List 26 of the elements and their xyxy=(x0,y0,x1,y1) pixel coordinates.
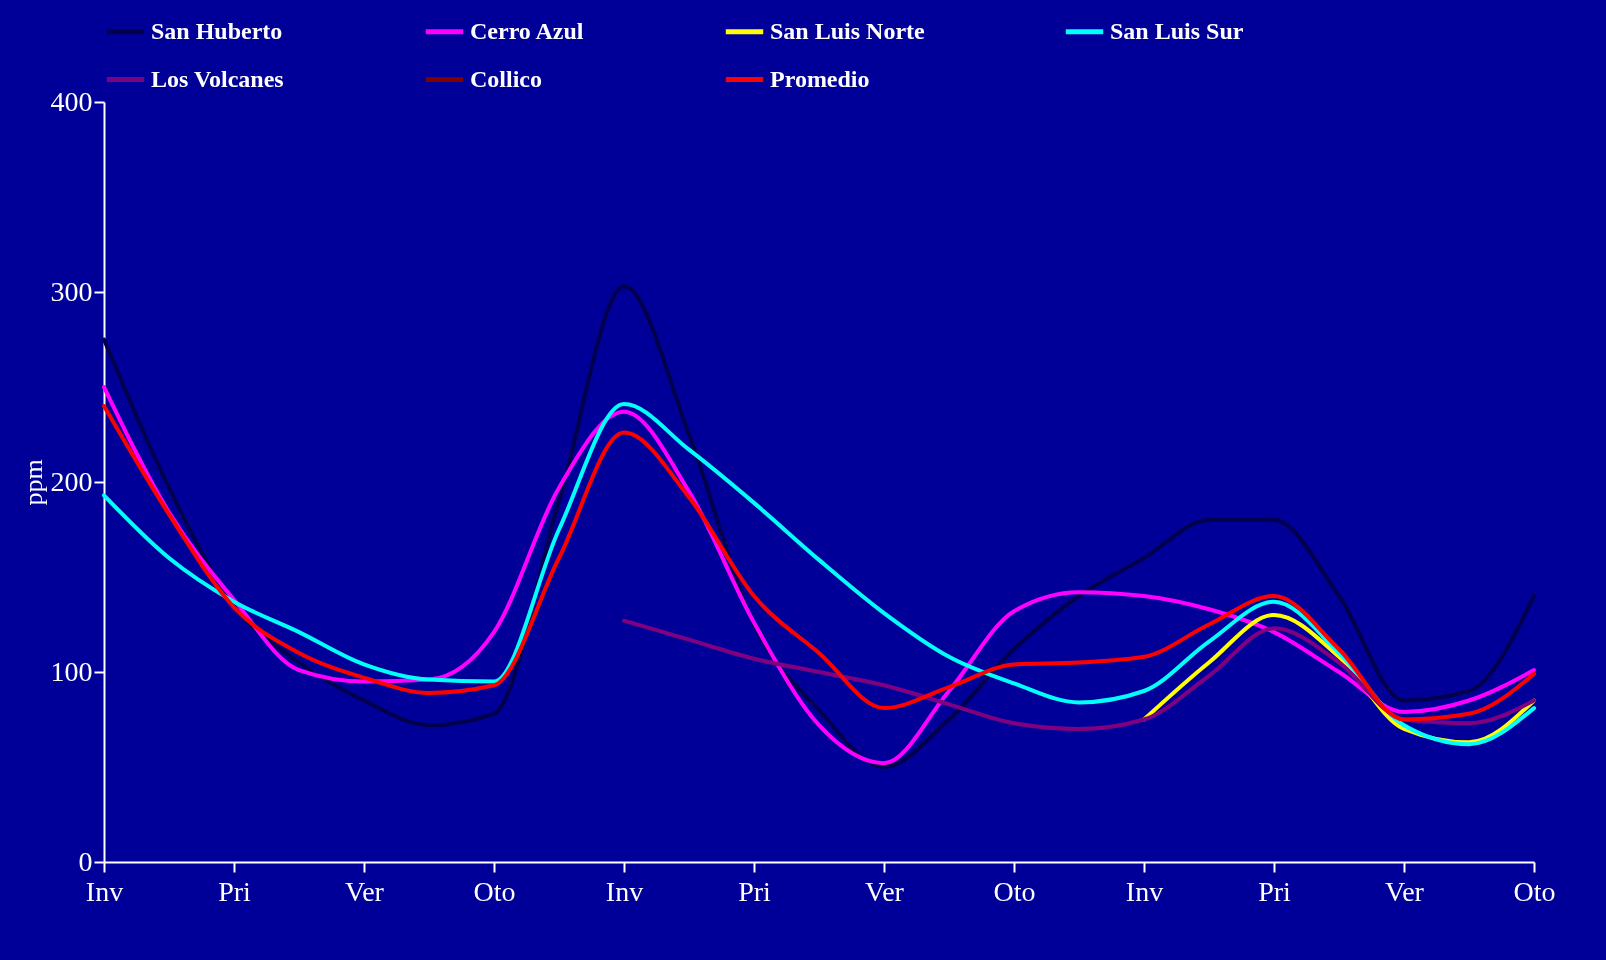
y-tick-label: 100 xyxy=(50,655,93,687)
legend-label: Collico xyxy=(470,65,542,92)
x-tick-label: Ver xyxy=(345,875,385,907)
y-axis-title: ppm xyxy=(18,459,48,506)
x-tick-label: Inv xyxy=(85,875,124,907)
x-tick-label: Ver xyxy=(1385,875,1425,907)
line-series xyxy=(622,618,1536,731)
y-tick-label: 400 xyxy=(50,85,93,117)
y-tick-label: 200 xyxy=(50,465,93,497)
x-tick-label: Inv xyxy=(1125,875,1164,907)
legend-label: San Luis Norte xyxy=(770,17,926,44)
x-tick-label: Pri xyxy=(738,875,772,907)
y-tick-label: 300 xyxy=(50,275,93,307)
x-tick-label: Ver xyxy=(865,875,905,907)
legend-label: Los Volcanes xyxy=(151,65,284,92)
x-tick-label: Inv xyxy=(605,875,644,907)
legend-label: Promedio xyxy=(770,65,870,92)
x-tick-label: Oto xyxy=(993,875,1036,907)
x-tick-label: Oto xyxy=(473,875,516,907)
legend-label: Cerro Azul xyxy=(470,17,584,44)
x-tick-label: Pri xyxy=(218,875,252,907)
x-tick-label: Pri xyxy=(1258,875,1292,907)
x-tick-label: Oto xyxy=(1513,875,1556,907)
legend-label: San Luis Sur xyxy=(1110,17,1244,44)
y-tick-label: 0 xyxy=(78,845,93,877)
legend-label: San Huberto xyxy=(151,17,283,44)
